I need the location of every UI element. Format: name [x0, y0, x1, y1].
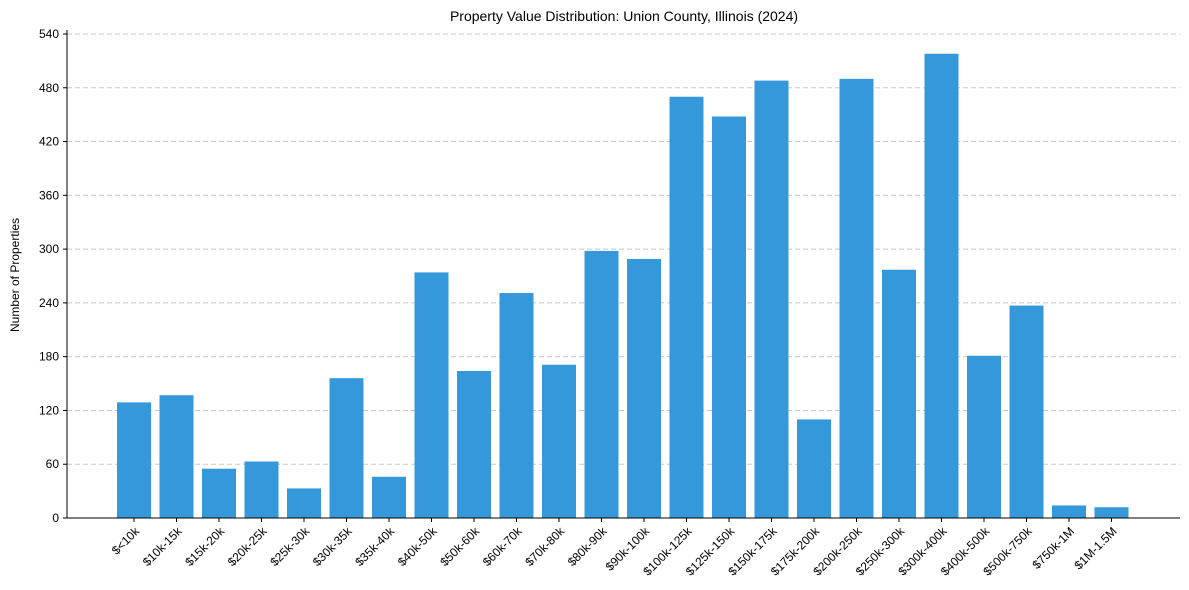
y-tick-label: 180	[39, 350, 59, 364]
bar	[244, 461, 279, 518]
bar	[329, 378, 364, 518]
x-tick-label: $50k-60k	[437, 524, 483, 570]
bar	[669, 96, 704, 519]
bar	[924, 53, 959, 519]
bars	[117, 53, 1129, 519]
y-tick-label: 360	[39, 188, 59, 202]
x-tick-label: $70k-80k	[522, 524, 568, 570]
x-tick-label: $35k-40k	[352, 524, 398, 570]
bar	[159, 395, 194, 518]
axes	[66, 30, 1180, 519]
bar	[754, 80, 789, 518]
x-tick-label: $10k-15k	[140, 524, 186, 570]
y-axis-ticks: 0 60 120 180 240 300 360 420 480 540	[39, 27, 67, 525]
y-tick-label: 480	[39, 81, 59, 95]
x-tick-label: $25k-30k	[267, 524, 313, 570]
y-tick-label: 0	[52, 511, 59, 525]
gridlines	[67, 33, 1180, 465]
x-tick-label: $<10k	[109, 524, 143, 558]
y-axis-label: Number of Properties	[8, 218, 22, 332]
bar	[202, 468, 236, 518]
bar	[882, 269, 916, 518]
chart-title: Property Value Distribution: Union Count…	[450, 8, 798, 24]
y-tick-label: 120	[39, 403, 59, 417]
x-axis-ticks: $<10k$10k-15k$15k-20k$20k-25k$25k-30k$30…	[109, 518, 1120, 578]
x-tick-label: $750k-1M	[1029, 524, 1077, 572]
bar	[797, 419, 831, 518]
bar	[1052, 505, 1086, 518]
bar	[414, 272, 449, 518]
bar	[712, 116, 746, 518]
bar	[457, 371, 491, 518]
bar	[627, 258, 661, 518]
bar	[117, 402, 151, 518]
bar	[1009, 305, 1044, 518]
x-tick-label: $1M-1.5M	[1072, 524, 1120, 572]
bar	[1094, 507, 1129, 518]
y-tick-label: 420	[39, 135, 59, 149]
bar	[967, 355, 1001, 518]
y-tick-label: 60	[46, 457, 60, 471]
x-tick-label: $60k-70k	[480, 524, 526, 570]
bar	[287, 488, 321, 518]
bar	[542, 364, 576, 518]
x-tick-label: $40k-50k	[395, 524, 441, 570]
y-tick-label: 240	[39, 296, 59, 310]
bar	[499, 293, 534, 518]
bar	[584, 250, 619, 519]
x-tick-label: $30k-35k	[310, 524, 356, 570]
bar	[839, 78, 874, 518]
x-tick-label: $15k-20k	[182, 524, 228, 570]
y-tick-label: 300	[39, 242, 59, 256]
bar	[372, 476, 406, 518]
y-tick-label: 540	[39, 27, 59, 41]
x-tick-label: $20k-25k	[225, 524, 271, 570]
